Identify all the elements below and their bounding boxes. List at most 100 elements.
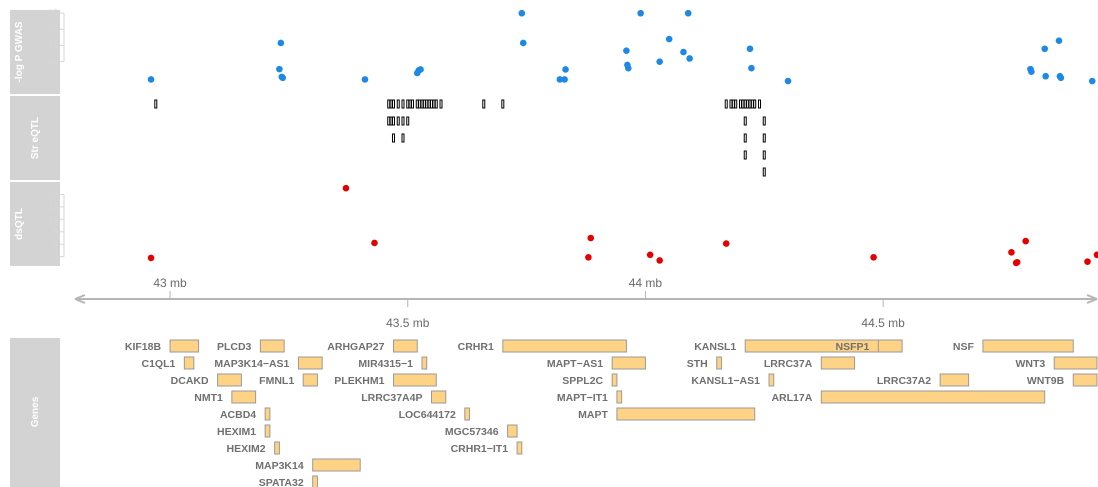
genome-axis-tick-label: 44.5 mb	[861, 316, 905, 330]
str-eqtl-mark	[427, 99, 431, 109]
gene-box	[939, 373, 970, 387]
genes-title-panel	[10, 338, 60, 487]
gene-label: HEXIM2	[227, 443, 266, 455]
gene-box	[1072, 373, 1098, 387]
str-eqtl-mark	[432, 99, 436, 109]
gwas-point	[625, 64, 632, 72]
gene-box	[516, 441, 523, 455]
str-eqtl-mark	[434, 99, 438, 109]
gwas-point	[276, 65, 283, 73]
str-eqtl-mark	[387, 99, 391, 109]
gwas-point	[684, 9, 692, 17]
gwas-point	[784, 77, 792, 85]
str-eqtl-mark	[743, 99, 747, 109]
dsqtl-point	[371, 239, 378, 247]
gene-box	[169, 339, 200, 353]
gene-label: FMNL1	[259, 375, 294, 387]
dsqtl-tick-label: 8	[53, 227, 58, 237]
dsqtl-point	[147, 254, 155, 262]
str-eqtl-mark	[154, 99, 158, 109]
gwas-point	[562, 66, 569, 73]
gene-box	[502, 339, 627, 353]
genome-axis-tick-label: 43 mb	[153, 276, 187, 290]
str-eqtl-mark	[741, 99, 745, 109]
gene-label: MAPT−AS1	[547, 358, 603, 370]
gene-box	[392, 373, 437, 387]
str-eqtl-mark	[415, 99, 419, 109]
gene-box	[1053, 356, 1098, 370]
genome-axis-tick-label: 43.5 mb	[386, 316, 430, 330]
str-eqtl-mark	[425, 99, 429, 109]
str-eqtl-mark	[762, 150, 766, 160]
dsqtl-point	[1013, 258, 1021, 266]
dsqtl-point	[870, 253, 877, 261]
gwas-point	[417, 66, 424, 73]
gene-box	[231, 390, 257, 404]
gene-box	[312, 475, 318, 487]
str-eqtl-mark	[408, 99, 412, 109]
gwas-point	[746, 45, 754, 53]
gene-box	[768, 373, 775, 387]
gwas-point	[686, 55, 693, 62]
str-eqtl-mark	[401, 116, 405, 126]
gwas-point	[518, 9, 526, 17]
gene-label: WNT3	[1015, 358, 1045, 370]
gene-box	[982, 339, 1074, 353]
str-eqtl-mark	[396, 99, 400, 109]
str-eqtl-mark	[401, 99, 405, 109]
track-title-panels	[10, 10, 60, 487]
str-eqtl-mark	[410, 99, 414, 109]
gene-label: NSF	[953, 341, 975, 353]
dsqtl-point	[587, 234, 595, 242]
gwas-y-axis: 10 15 20 25	[48, 8, 65, 67]
gene-label: CRHR1−IT1	[451, 443, 509, 455]
gene-box	[611, 356, 646, 370]
gene-box	[392, 339, 418, 353]
gene-label: NMT1	[194, 392, 223, 404]
dsqtl-point	[646, 251, 654, 259]
gene-box	[421, 356, 428, 370]
gwas-point	[1088, 77, 1096, 85]
str-eqtl-mark	[389, 116, 393, 126]
gwas-tick-label: 20	[48, 24, 58, 34]
gwas-point	[279, 74, 287, 82]
gene-box	[183, 356, 195, 370]
str-eqtl-mark	[762, 133, 766, 143]
str-eqtl-mark	[746, 99, 750, 109]
gene-label: PLCD3	[217, 341, 252, 353]
str-eqtl-mark	[391, 116, 395, 126]
str-eqtl-mark	[724, 99, 728, 109]
gene-box	[431, 390, 447, 404]
gene-label: MAP3K14	[255, 460, 304, 472]
str-eqtl-mark	[406, 116, 410, 126]
gene-label: DCAKD	[171, 375, 209, 387]
gene-label: KANSL1	[694, 341, 736, 353]
gwas-point	[1028, 68, 1035, 76]
dsqtl-point	[342, 184, 350, 192]
gene-box	[264, 407, 271, 421]
str-eqtl-mark	[748, 99, 752, 109]
gene-box	[616, 390, 623, 404]
str-eqtl-mark	[734, 99, 738, 109]
gwas-title-panel	[10, 10, 60, 94]
str-eqtl-mark	[743, 133, 747, 143]
gene-label: ACBD4	[220, 409, 256, 421]
gene-label: MIR4315−1	[358, 358, 413, 370]
gene-box	[616, 407, 756, 421]
str-eqtl-mark	[391, 99, 395, 109]
str-eqtl-mark	[762, 116, 766, 126]
gwas-point	[623, 47, 630, 55]
genes-track-label: Genes	[30, 396, 41, 427]
dsqtl-point	[656, 257, 663, 264]
genome-axis: 43 mb 44 mb 43.5 mb 44.5 mb	[74, 276, 1098, 330]
gwas-tick-label: 25	[48, 8, 58, 18]
gene-label: NSFP1	[835, 341, 869, 353]
genome-axis-tick-label: 44 mb	[629, 276, 663, 290]
gene-models: KIF18B PLCD3 ARHGAP27 CRHR1 KANSL1 NSFP1 NSF C1…	[125, 339, 1098, 487]
gene-box	[877, 339, 903, 353]
gene-label: MGC57346	[445, 426, 499, 438]
gene-label: SPATA32	[259, 477, 304, 487]
gene-label: LRRC37A	[764, 358, 813, 370]
gene-box	[302, 373, 318, 387]
